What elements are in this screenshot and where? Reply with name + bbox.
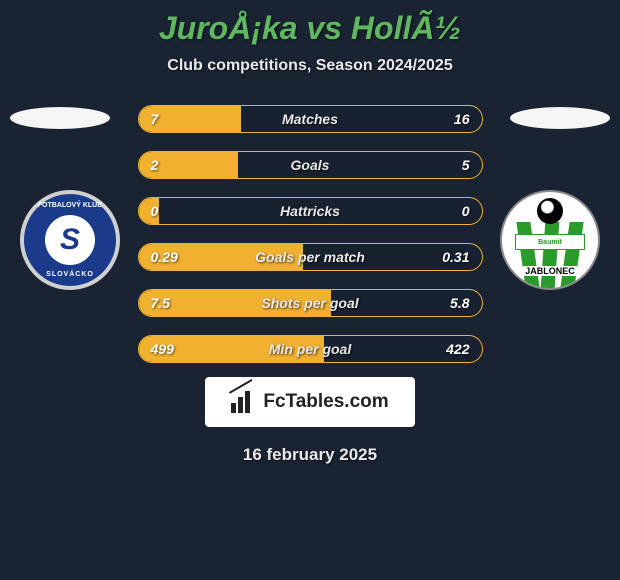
left-logo-bottom-text: SLOVÁCKO [46, 271, 94, 278]
right-logo-city: JABLONEC [523, 266, 577, 276]
stat-left-value: 7.5 [151, 295, 170, 311]
stats-list: 7 Matches 16 2 Goals 5 0 Hattricks 0 0.29 Goals pe… [138, 105, 483, 363]
stat-right-value: 422 [446, 341, 469, 357]
page-subtitle: Club competitions, Season 2024/2025 [0, 57, 620, 75]
page-title: JuroÅ¡ka vs HollÃ½ [0, 10, 620, 47]
stat-row: 7 Matches 16 [138, 105, 483, 133]
stat-right-value: 5 [462, 157, 470, 173]
stat-label: Shots per goal [261, 295, 358, 311]
left-team-logo: FOTBALOVÝ KLUB S SLOVÁCKO [20, 190, 120, 290]
stat-label: Goals [291, 157, 330, 173]
stat-right-value: 0 [462, 203, 470, 219]
stat-row: 7.5 Shots per goal 5.8 [138, 289, 483, 317]
stat-label: Hattricks [280, 203, 340, 219]
stat-row: 2 Goals 5 [138, 151, 483, 179]
right-logo-ball-icon [537, 198, 563, 224]
stat-right-value: 5.8 [450, 295, 469, 311]
main-area: FOTBALOVÝ KLUB S SLOVÁCKO Baumit JABLONE… [0, 105, 620, 363]
right-logo-stripes [502, 222, 598, 288]
stat-row: 0 Hattricks 0 [138, 197, 483, 225]
left-ellipse-placeholder [10, 107, 110, 129]
footer-date: 16 february 2025 [0, 445, 620, 465]
right-team-logo: Baumit JABLONEC [500, 190, 600, 290]
stat-label: Goals per match [255, 249, 365, 265]
stat-left-value: 7 [151, 111, 159, 127]
right-ellipse-placeholder [510, 107, 610, 129]
stat-right-value: 0.31 [442, 249, 469, 265]
stat-left-value: 0 [151, 203, 159, 219]
brand-box[interactable]: FcTables.com [205, 377, 415, 427]
stat-row: 499 Min per goal 422 [138, 335, 483, 363]
left-logo-top-text: FOTBALOVÝ KLUB [38, 202, 103, 209]
brand-text: FcTables.com [263, 391, 388, 413]
brand-chart-icon [231, 391, 257, 413]
left-logo-initial: S [45, 215, 95, 265]
stat-left-value: 2 [151, 157, 159, 173]
comparison-card: JuroÅ¡ka vs HollÃ½ Club competitions, Se… [0, 0, 620, 465]
stat-left-value: 499 [151, 341, 174, 357]
stat-right-value: 16 [454, 111, 470, 127]
right-logo-banner: Baumit [515, 234, 585, 250]
stat-row: 0.29 Goals per match 0.31 [138, 243, 483, 271]
stat-left-value: 0.29 [151, 249, 178, 265]
stat-label: Min per goal [269, 341, 351, 357]
stat-label: Matches [282, 111, 338, 127]
